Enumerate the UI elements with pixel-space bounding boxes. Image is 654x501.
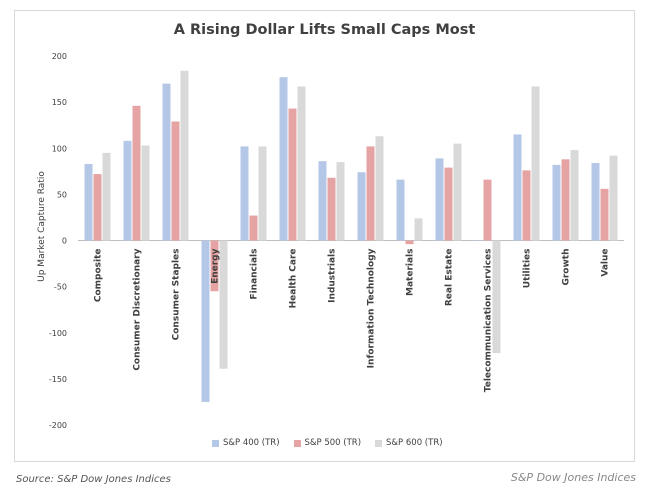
bar-s-p-400-tr--real-estate [435,158,444,241]
bar-s-p-400-tr--growth [552,164,561,241]
category-label: Health Care [289,249,299,309]
bar-s-p-500-tr--consumer-staples [171,121,180,241]
legend-swatch-s500 [293,439,301,447]
bar-s-p-500-tr--utilities [522,170,531,241]
y-tick-label: 200 [52,52,67,61]
bar-s-p-400-tr--industrials [318,161,327,241]
legend-item-s400: S&P 400 (TR) [212,438,280,448]
bar-s-p-500-tr--telecommunication-services [483,179,492,241]
bar-s-p-400-tr--telecommunication-services [474,240,483,241]
legend-swatch-s400 [212,439,219,447]
bar-s-p-600-tr--industrials [336,162,345,241]
y-tick-label: 100 [52,144,67,153]
bar-s-p-400-tr--energy [201,240,210,402]
chart-legend: S&P 400 (TR) S&P 500 (TR) S&P 600 (TR) [212,438,443,448]
bar-s-p-500-tr--health-care [288,108,297,241]
bar-s-p-600-tr--composite [102,152,111,241]
y-tick-label: -150 [49,375,67,384]
category-label: Financials [250,249,260,300]
chart-title: A Rising Dollar Lifts Small Caps Most [173,22,476,38]
bar-s-p-500-tr--value [600,188,609,241]
category-label: Growth [562,249,572,286]
category-label: Value [601,249,611,277]
bar-s-p-400-tr--information-technology [357,172,366,241]
bar-s-p-500-tr--energy [210,240,219,292]
bar-s-p-500-tr--financials [249,215,258,241]
bar-s-p-400-tr--utilities [513,134,522,241]
category-label: Industrials [328,249,338,303]
legend-item-s600: S&P 600 (TR) [375,438,443,448]
y-tick-label: -200 [49,421,67,430]
bar-s-p-500-tr--composite [93,174,102,241]
bar-s-p-600-tr--energy [219,240,228,369]
bar-s-p-600-tr--health-care [297,86,306,241]
category-label: Consumer Discretionary [133,248,143,370]
bar-s-p-600-tr--consumer-discretionary [141,145,150,241]
category-label: Materials [406,249,416,296]
bar-s-p-500-tr--consumer-discretionary [132,105,141,241]
bar-s-p-600-tr--telecommunication-services [492,240,501,354]
y-tick-label: 50 [57,190,67,199]
bar-s-p-600-tr--real-estate [453,143,462,241]
bar-s-p-600-tr--information-technology [375,136,384,241]
category-label: Energy [211,248,221,284]
legend-item-s500: S&P 500 (TR) [293,438,362,448]
bar-s-p-400-tr--consumer-discretionary [123,140,132,241]
category-label: Information Technology [367,248,377,368]
y-tick-label: 150 [52,98,67,107]
bar-s-p-400-tr--consumer-staples [162,83,171,241]
category-label: Consumer Staples [172,249,182,341]
bar-s-p-500-tr--information-technology [366,146,375,241]
category-label: Real Estate [445,249,455,307]
bar-s-p-600-tr--utilities [531,86,540,241]
brand-logo-text: S&P Dow Jones Indices [510,471,636,484]
bar-s-p-500-tr--growth [561,159,570,241]
category-label: Telecommunication Services [484,249,494,393]
y-axis-title: Up Market Capture Ratio [37,171,47,282]
y-tick-label: 0 [62,237,67,246]
bar-s-p-400-tr--composite [84,163,93,241]
category-label: Composite [94,249,104,303]
bar-s-p-600-tr--growth [570,150,579,241]
y-tick-label: -100 [49,329,67,338]
legend-label-s600: S&P 600 (TR) [386,438,443,448]
bar-s-p-600-tr--financials [258,146,267,241]
bar-s-p-500-tr--real-estate [444,167,453,241]
bar-s-p-400-tr--value [591,163,600,241]
bar-s-p-400-tr--materials [396,179,405,241]
bar-s-p-400-tr--financials [240,146,249,241]
legend-swatch-s600 [375,439,383,447]
legend-label-s400: S&P 400 (TR) [223,438,280,448]
bar-s-p-600-tr--consumer-staples [180,70,189,241]
bar-s-p-500-tr--industrials [327,177,336,241]
bar-s-p-400-tr--health-care [279,77,288,241]
bar-s-p-500-tr--materials [405,240,414,245]
category-label: Utilities [523,249,533,289]
y-tick-label: -50 [54,283,67,292]
bar-s-p-600-tr--value [609,155,618,241]
bar-s-p-600-tr--materials [414,218,423,241]
source-note: Source: S&P Dow Jones Indices [16,474,171,485]
legend-label-s500: S&P 500 (TR) [304,438,362,448]
